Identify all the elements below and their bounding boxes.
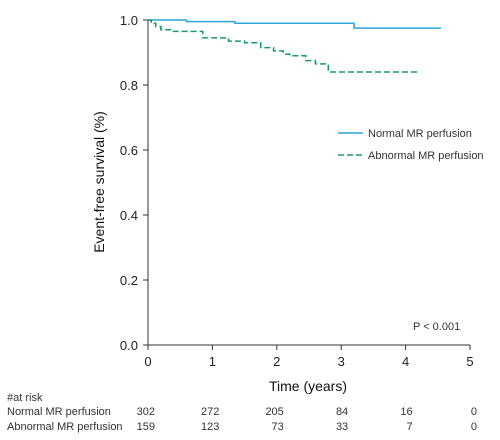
risk-value-abnormal: 73 <box>272 421 284 433</box>
series-lines <box>148 19 442 73</box>
risk-value-normal: 84 <box>336 406 348 418</box>
risk-value-abnormal: 7 <box>406 421 412 433</box>
risk-value-normal: 205 <box>265 406 283 418</box>
y-tick-label: 0.2 <box>120 273 138 288</box>
risk-value-abnormal: 33 <box>336 421 348 433</box>
x-tick-label: 2 <box>273 354 280 369</box>
x-axis-label: Time (years) <box>269 378 347 394</box>
legend-label-normal: Normal MR perfusion <box>368 128 472 140</box>
y-axis-label: Event-free survival (%) <box>91 111 107 253</box>
risk-table: #at risk Normal MR perfusion Abnormal MR… <box>7 392 477 433</box>
y-tick-label: 0.4 <box>120 208 138 223</box>
y-tick-label: 0.0 <box>120 338 138 353</box>
legend: Normal MR perfusion Abnormal MR perfusio… <box>338 128 484 162</box>
risk-header: #at risk <box>7 392 43 404</box>
risk-value-normal: 272 <box>201 406 219 418</box>
x-tick-label: 5 <box>466 354 473 369</box>
series-line-normal <box>148 19 442 29</box>
risk-value-abnormal: 0 <box>471 421 477 433</box>
risk-value-abnormal: 123 <box>201 421 219 433</box>
ticks: 0.0 0.2 0.4 0.6 0.8 1.0 0 1 2 3 4 5 <box>120 13 474 369</box>
risk-row-label-abnormal: Abnormal MR perfusion <box>7 421 123 433</box>
y-tick-label: 1.0 <box>120 13 138 28</box>
risk-value-normal: 0 <box>471 406 477 418</box>
risk-values: 302 272 205 84 16 0 159 123 73 33 7 0 <box>137 406 477 433</box>
risk-value-normal: 16 <box>400 406 412 418</box>
x-tick-label: 0 <box>144 354 151 369</box>
axes <box>147 20 470 346</box>
risk-row-label-normal: Normal MR perfusion <box>7 406 111 418</box>
x-tick-label: 3 <box>338 354 345 369</box>
x-tick-label: 1 <box>209 354 216 369</box>
series-line-abnormal <box>148 19 419 73</box>
risk-value-abnormal: 159 <box>137 421 155 433</box>
p-value-annotation: P < 0.001 <box>413 321 460 333</box>
y-tick-label: 0.6 <box>120 143 138 158</box>
x-tick-label: 4 <box>402 354 409 369</box>
risk-value-normal: 302 <box>137 406 155 418</box>
legend-label-abnormal: Abnormal MR perfusion <box>368 150 484 162</box>
y-tick-label: 0.8 <box>120 78 138 93</box>
